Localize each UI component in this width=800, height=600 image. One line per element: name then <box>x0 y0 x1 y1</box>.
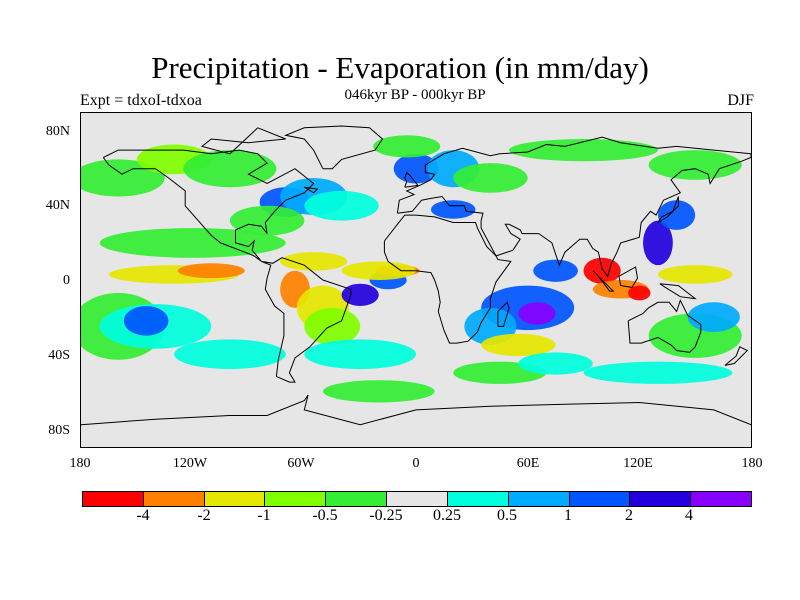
contour-fill <box>628 285 651 301</box>
contour-fill <box>657 200 696 230</box>
contour-fill <box>183 150 277 188</box>
contour-fill <box>583 361 733 384</box>
colorbar-label: -4 <box>136 507 150 524</box>
coastline <box>724 346 749 366</box>
contour-fill <box>280 252 348 271</box>
colorbar-swatch <box>691 492 751 506</box>
colorbar-swatch <box>326 492 388 506</box>
contour-fill <box>648 150 742 180</box>
world-map <box>81 113 751 447</box>
coastline <box>657 196 679 223</box>
colorbar-label: 0.5 <box>497 507 517 524</box>
contour-fill <box>453 163 528 193</box>
contour-fill <box>518 302 556 325</box>
lat-label-0: 0 <box>63 273 70 288</box>
lat-label-80n: 80N <box>45 124 70 139</box>
contour-fill <box>304 190 379 221</box>
lat-label-40s: 40S <box>48 348 70 363</box>
lon-label-120e: 120E <box>623 456 653 471</box>
contour-fill <box>643 220 673 266</box>
coastline <box>200 127 286 155</box>
coastline <box>102 149 352 383</box>
lon-label-60e: 60E <box>516 456 540 471</box>
contour-fill <box>687 302 740 332</box>
contour-fill <box>533 259 578 282</box>
colorbar-swatch <box>447 492 509 506</box>
contour-fill <box>518 352 593 375</box>
coastline <box>497 301 510 327</box>
colorbar-swatch <box>387 492 448 506</box>
lon-label-0: 0 <box>412 456 420 471</box>
contour-fill <box>304 307 361 345</box>
colorbar-swatch <box>569 492 631 506</box>
lon-label-120w: 120W <box>172 456 208 471</box>
contour-fill <box>430 200 476 219</box>
lon-label-180w: 180 <box>69 456 91 471</box>
colorbar-swatch <box>83 492 144 506</box>
coastline <box>383 214 512 344</box>
colorbar-label: 1 <box>564 507 572 524</box>
colorbar-label: -2 <box>197 507 211 524</box>
contour-fill <box>123 305 169 336</box>
colorbar-label: 2 <box>625 507 633 524</box>
colorbar-label: -1 <box>257 507 271 524</box>
contour-fill <box>657 265 733 284</box>
lon-label-180e: 180 <box>741 456 763 471</box>
colorbar-label: 0.25 <box>433 507 461 524</box>
contour-fill <box>341 261 416 280</box>
lat-label-40n: 40N <box>45 198 70 213</box>
colorbar-swatch <box>508 492 570 506</box>
contour-fill <box>304 339 416 370</box>
experiment-label: Expt = tdxoI-tdxoa <box>80 92 202 109</box>
coastline <box>659 283 697 300</box>
plot-subtitle: 046kyr BP - 000kyr BP <box>344 87 486 103</box>
coastline <box>304 186 319 194</box>
contour-fill <box>481 333 556 357</box>
coastline <box>592 270 615 292</box>
contour-fill <box>177 263 245 279</box>
coastline <box>627 299 702 353</box>
colorbar-label: -0.25 <box>369 507 403 524</box>
colorbar-swatch <box>143 492 205 506</box>
colorbar <box>82 491 752 507</box>
coastline <box>404 171 419 188</box>
season-label: DJF <box>727 92 754 109</box>
contour-fill <box>393 153 439 184</box>
coastline <box>618 266 639 288</box>
lat-label-80s: 80S <box>48 423 70 438</box>
coastline <box>283 125 384 170</box>
coastline <box>81 394 751 426</box>
contour-fill <box>322 380 435 403</box>
colorbar-label: -0.5 <box>312 507 338 524</box>
contour-fill <box>373 135 441 158</box>
plot-title: Precipitation - Evaporation (in mm/day) <box>151 50 649 85</box>
map-panel <box>80 112 752 448</box>
colorbar-swatch <box>630 492 692 506</box>
coastline <box>396 136 751 278</box>
colorbar-swatch <box>265 492 327 506</box>
lon-label-60w: 60W <box>287 456 315 471</box>
colorbar-swatch <box>204 492 266 506</box>
colorbar-label: 4 <box>685 507 693 524</box>
contour-fill <box>341 283 379 306</box>
contour-fill <box>174 339 286 370</box>
